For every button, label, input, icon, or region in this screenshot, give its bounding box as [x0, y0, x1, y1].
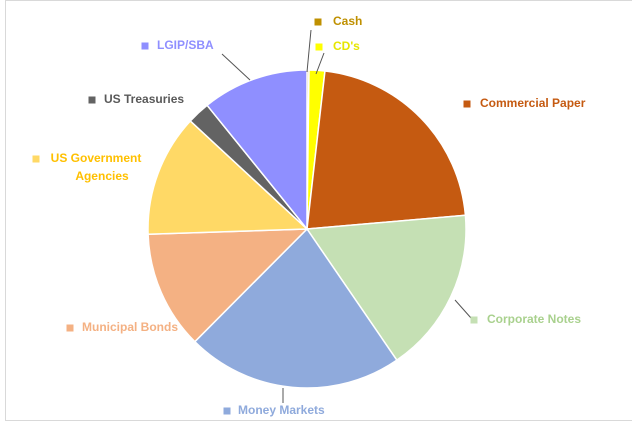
pie-slice: [206, 69, 308, 232]
pie-slice: [193, 227, 398, 389]
legend-marker: [88, 96, 96, 104]
legend-marker: [314, 18, 322, 26]
slice-label: Cash: [333, 14, 362, 28]
legend-marker: [315, 43, 323, 51]
pie-slice: [147, 228, 309, 343]
legend-marker: [141, 42, 149, 50]
slice-label: Commercial Paper: [480, 96, 586, 110]
legend-marker: [32, 155, 40, 163]
legend-marker: [470, 316, 478, 324]
leader-line: [221, 53, 251, 81]
legend-marker: [223, 407, 231, 415]
chart-border: [5, 0, 632, 421]
leader-line: [454, 299, 472, 319]
leader-line: [315, 52, 325, 75]
legend-marker: [463, 100, 471, 108]
leader-line: [306, 29, 312, 73]
slice-label: US Government Agencies: [51, 151, 142, 183]
slice-label: Municipal Bonds: [82, 320, 178, 334]
slice-label: US Treasuries: [104, 92, 184, 106]
slice-label: LGIP/SBA: [157, 38, 214, 52]
slice-label: CD's: [333, 39, 360, 53]
pie-slice: [147, 119, 309, 236]
pie-slice: [306, 70, 467, 230]
label-line: US Government: [51, 151, 142, 165]
pie-slice: [305, 214, 467, 362]
label-line: Agencies: [75, 169, 129, 183]
legend-marker: [66, 324, 74, 332]
slice-label: Corporate Notes: [487, 312, 581, 326]
slice-label: Money Markets: [238, 403, 325, 417]
